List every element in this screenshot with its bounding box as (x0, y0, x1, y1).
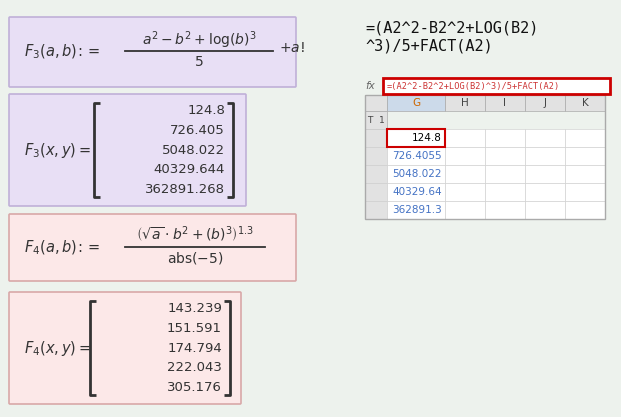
Text: 305.176: 305.176 (167, 381, 222, 394)
Bar (485, 165, 525, 183)
Text: =(A2^2-B2^2+LOG(B2)^3)/5+FACT(A2): =(A2^2-B2^2+LOG(B2)^3)/5+FACT(A2) (387, 81, 560, 90)
Text: $a^2-b^2+\log(b)^3$: $a^2-b^2+\log(b)^3$ (142, 29, 256, 51)
Text: 40329.644: 40329.644 (153, 163, 225, 176)
Text: 362891.268: 362891.268 (145, 183, 225, 196)
Text: J: J (543, 98, 546, 108)
Text: $5$: $5$ (194, 55, 204, 69)
Bar (365, 95, 387, 111)
Bar (485, 183, 525, 201)
Text: 143.239: 143.239 (167, 302, 222, 315)
Bar (525, 201, 565, 219)
Bar (565, 95, 605, 111)
Bar (365, 165, 387, 183)
Bar (445, 201, 485, 219)
Bar (565, 165, 605, 183)
Text: 5048.022: 5048.022 (392, 169, 442, 179)
Bar (365, 147, 387, 165)
Text: $+a!$: $+a!$ (279, 41, 305, 55)
Text: G: G (412, 98, 420, 108)
Text: 726.405: 726.405 (170, 124, 225, 137)
Text: I: I (504, 98, 507, 108)
Bar (485, 147, 525, 165)
Bar (525, 165, 565, 183)
Text: fx: fx (365, 81, 374, 91)
Text: 1: 1 (379, 116, 385, 125)
FancyBboxPatch shape (9, 17, 296, 87)
Bar (365, 95, 605, 219)
FancyBboxPatch shape (9, 214, 296, 281)
Bar (387, 95, 445, 111)
FancyBboxPatch shape (9, 94, 246, 206)
Text: $F_4(a,b)\!:=$: $F_4(a,b)\!:=$ (24, 238, 100, 257)
Text: 174.794: 174.794 (167, 342, 222, 354)
Bar (525, 129, 565, 147)
Bar (445, 165, 485, 183)
Text: $\mathrm{abs}(-5)$: $\mathrm{abs}(-5)$ (166, 251, 224, 266)
Text: 726.4055: 726.4055 (392, 151, 442, 161)
Bar (485, 129, 525, 147)
Bar (565, 201, 605, 219)
Text: 40329.64: 40329.64 (392, 187, 442, 197)
Bar (565, 129, 605, 147)
Text: $F_3(a,b)\!:=$: $F_3(a,b)\!:=$ (24, 43, 100, 61)
Bar (387, 129, 445, 147)
FancyBboxPatch shape (9, 292, 241, 404)
Bar (485, 201, 525, 219)
Bar (387, 201, 445, 219)
Text: 222.043: 222.043 (167, 361, 222, 374)
Bar (445, 147, 485, 165)
Bar (365, 111, 387, 129)
Text: $\left(\sqrt{a}\cdot b^2+(b)^3\right)^{1.3}$: $\left(\sqrt{a}\cdot b^2+(b)^3\right)^{1… (136, 224, 254, 244)
Text: H: H (461, 98, 469, 108)
Bar (525, 183, 565, 201)
Text: 5048.022: 5048.022 (162, 143, 225, 156)
Bar (365, 129, 387, 147)
Bar (565, 183, 605, 201)
Bar (525, 147, 565, 165)
Text: $F_3(x,y)=$: $F_3(x,y)=$ (24, 141, 91, 159)
Bar (565, 147, 605, 165)
Bar (387, 165, 445, 183)
Bar (445, 129, 485, 147)
Bar (387, 183, 445, 201)
Text: 124.8: 124.8 (412, 133, 442, 143)
Bar (387, 147, 445, 165)
Text: =(A2^2-B2^2+LOG(B2): =(A2^2-B2^2+LOG(B2) (365, 20, 538, 35)
Text: 124.8: 124.8 (187, 104, 225, 117)
Text: $F_4(x,y)=$: $F_4(x,y)=$ (24, 339, 91, 357)
Bar (365, 183, 387, 201)
Text: T: T (367, 116, 373, 125)
Text: ^3)/5+FACT(A2): ^3)/5+FACT(A2) (365, 38, 492, 53)
Bar (445, 95, 485, 111)
Text: K: K (582, 98, 588, 108)
Bar (485, 95, 525, 111)
Bar (525, 95, 565, 111)
Text: 151.591: 151.591 (167, 322, 222, 335)
Bar (365, 201, 387, 219)
Text: 362891.3: 362891.3 (392, 205, 442, 215)
Bar (445, 183, 485, 201)
Bar (383, 78, 610, 94)
